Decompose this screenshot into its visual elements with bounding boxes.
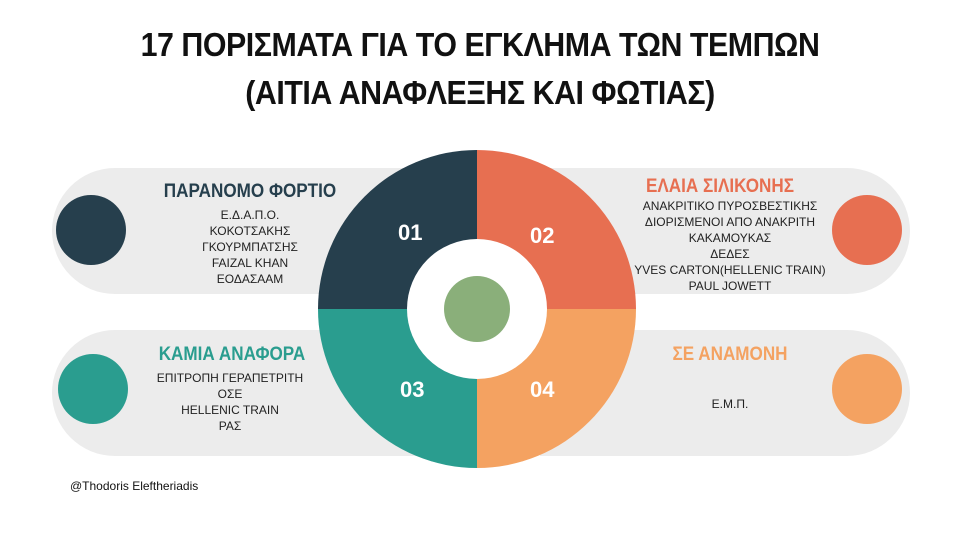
list-item: YVES CARTON(HELLENIC TRAIN) (634, 263, 826, 277)
list-item: ΡΑΣ (218, 419, 242, 433)
page-subtitle: (ΑΙΤΙΑ ΑΝΑΦΛΕΞΗΣ ΚΑΙ ΦΩΤΙΑΣ) (245, 74, 715, 111)
list-item: PAUL JOWETT (688, 279, 772, 293)
list-02: ΑΝΑΚΡΙΤΙΚΟ ΠΥΡΟΣΒΕΣΤΙΚΗΣ ΔΙΟΡΙΣΜΕΝΟΙ ΑΠΟ… (625, 198, 835, 294)
heading-01: ΠΑΡΑΝΟΜΟ ΦΟΡΤΙΟ (163, 181, 337, 202)
list-item: ΔΕΔΕΣ (710, 247, 750, 261)
quadrant-number-02: 02 (530, 223, 555, 248)
list-item: ΚΑΚΑΜΟΥΚΑΣ (688, 231, 772, 245)
list-item: ΓΚΟΥΡΜΠΑΤΣΗΣ (202, 240, 298, 254)
list-item: ΟΣΕ (217, 387, 243, 401)
heading-03: ΚΑΜΙΑ ΑΝΑΦΟΡΑ (158, 344, 306, 365)
marker-dot-02 (832, 195, 902, 265)
page-title: 17 ΠΟΡΙΣΜΑΤΑ ΓΙΑ ΤΟ ΕΓΚΛΗΜΑ ΤΩΝ ΤΕΜΠΩΝ (140, 26, 820, 63)
list-item: HELLENIC TRAIN (181, 403, 279, 417)
list-04: Ε.Μ.Π. (680, 396, 780, 412)
center-wheel: 01 02 03 04 (318, 150, 636, 468)
list-item: ΔΙΟΡΙΣΜΕΝΟΙ ΑΠΟ ΑΝΑΚΡΙΤΗ (644, 215, 816, 229)
quadrant-number-01: 01 (398, 220, 423, 245)
marker-dot-03 (58, 354, 128, 424)
wheel-graphic (318, 150, 636, 468)
list-03: ΕΠΙΤΡΟΠΗ ΓΕΡΑΠΕΤΡΙΤΗ ΟΣΕ HELLENIC TRAIN … (135, 370, 325, 434)
list-item: ΕΟΔΑΣΑΑΜ (216, 272, 284, 286)
list-item: Ε.Δ.Α.Π.Ο. (220, 208, 280, 222)
list-item: ΕΠΙΤΡΟΠΗ ΓΕΡΑΠΕΤΡΙΤΗ (156, 371, 304, 385)
list-01: Ε.Δ.Α.Π.Ο. ΚΟΚΟΤΣΑΚΗΣ ΓΚΟΥΡΜΠΑΤΣΗΣ FAIZA… (160, 207, 340, 287)
quadrant-number-04: 04 (530, 377, 555, 402)
list-item: Ε.Μ.Π. (711, 397, 749, 411)
quadrant-number-03: 03 (400, 377, 425, 402)
heading-02: ΕΛΑΙΑ ΣΙΛΙΚΟΝΗΣ (645, 176, 794, 197)
list-item: FAIZAL KHAN (211, 256, 289, 270)
list-item: ΑΝΑΚΡΙΤΙΚΟ ΠΥΡΟΣΒΕΣΤΙΚΗΣ (642, 199, 818, 213)
author-credit: @Thodoris Eleftheriadis (70, 479, 199, 493)
heading-04: ΣΕ ΑΝΑΜΟΝΗ (672, 344, 788, 365)
list-item: ΚΟΚΟΤΣΑΚΗΣ (209, 224, 291, 238)
center-dot (444, 276, 510, 342)
marker-dot-01 (56, 195, 126, 265)
marker-dot-04 (832, 354, 902, 424)
